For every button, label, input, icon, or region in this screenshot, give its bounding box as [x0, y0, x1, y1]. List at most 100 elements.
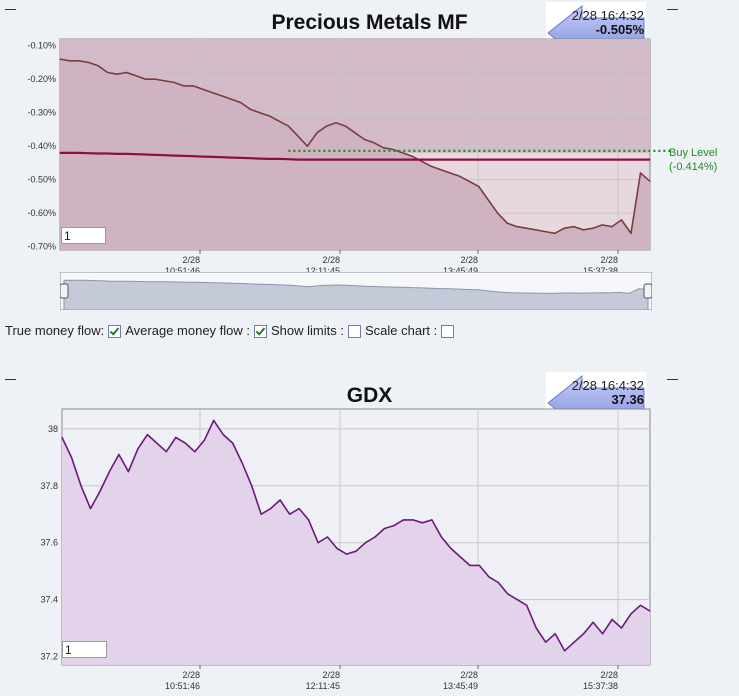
buy-level-value: (-0.414%) [669, 161, 718, 173]
data-point [649, 610, 651, 612]
data-point [203, 439, 205, 441]
data-point [516, 599, 518, 601]
data-point [440, 159, 442, 161]
data-point [440, 169, 442, 171]
data-point [630, 159, 632, 161]
data-point [630, 613, 632, 615]
buy-level-label: Buy Level (-0.414%) [669, 147, 717, 173]
data-point [544, 159, 546, 161]
data-point [639, 604, 642, 606]
data-point [316, 159, 318, 161]
data-point [184, 442, 186, 444]
data-point [649, 180, 651, 182]
data-point [459, 556, 461, 558]
data-point [154, 78, 156, 80]
data-point [116, 73, 118, 75]
y-tick-label: -0.20% [27, 74, 56, 84]
chart1-zoom-input[interactable]: 1 [61, 227, 106, 244]
chart1-title: Precious Metals MF [271, 11, 468, 34]
chart1-callout-time: 2/28 16:4:32 [571, 8, 644, 23]
data-point [620, 159, 623, 161]
data-point [364, 542, 367, 544]
data-point [316, 132, 318, 134]
data-point [345, 553, 348, 555]
data-point [497, 212, 499, 214]
minimize-dash-left-2[interactable] [5, 379, 16, 380]
data-point [620, 219, 623, 221]
x-tick-time: 15:37:38 [583, 681, 618, 691]
data-point [355, 550, 357, 552]
chart2-callout-time: 2/28 16:4:32 [571, 378, 644, 393]
data-point [173, 81, 175, 84]
data-point [116, 153, 118, 155]
y-tick-label: 38 [48, 424, 58, 434]
data-point [468, 180, 470, 182]
chart2-plot[interactable]: 3837.837.637.437.22/2810:51:462/2812:11:… [0, 405, 739, 695]
data-point [68, 152, 71, 154]
data-point [126, 71, 128, 74]
data-point [373, 159, 375, 161]
data-point [478, 564, 480, 566]
data-point [602, 633, 604, 635]
data-point [306, 159, 308, 161]
data-point [554, 232, 556, 234]
x-tick-date: 2/28 [460, 255, 478, 265]
data-point [430, 165, 432, 167]
data-point [99, 490, 101, 493]
data-point [544, 231, 546, 233]
x-tick-date: 2/28 [460, 670, 478, 680]
data-point [87, 152, 90, 154]
data-point [563, 159, 566, 161]
scale-chart-checkbox[interactable] [441, 325, 455, 338]
data-point [535, 627, 537, 629]
data-point [97, 152, 99, 155]
data-point [297, 135, 299, 137]
data-point [230, 157, 232, 159]
true-flow-checkbox[interactable] [108, 325, 122, 338]
minimize-dash-right-2[interactable] [667, 379, 678, 380]
data-point [194, 451, 196, 453]
data-point [563, 227, 566, 229]
data-point [506, 159, 508, 161]
data-point [573, 226, 575, 228]
minimize-dash-right[interactable] [667, 9, 678, 10]
data-point [249, 157, 251, 159]
data-point [78, 60, 80, 62]
data-point [164, 154, 166, 156]
data-point [582, 159, 585, 161]
data-point [525, 227, 527, 229]
data-point [241, 462, 243, 464]
data-point [449, 172, 451, 174]
data-point [251, 485, 253, 487]
range-navigator[interactable] [60, 272, 652, 310]
data-point [487, 199, 489, 201]
data-point [156, 442, 158, 444]
chart1-plot[interactable]: -0.10% -0.20% -0.30% -0.40% -0.50% -0.60% -0.7… [0, 35, 739, 275]
chart2-callout-value: 37.36 [611, 392, 644, 407]
data-point [449, 159, 451, 161]
data-point [260, 513, 262, 515]
show-limits-checkbox[interactable] [347, 325, 361, 338]
chart2-zoom-input[interactable]: 1 [62, 641, 107, 658]
avg-flow-checkbox[interactable] [254, 325, 268, 338]
y-tick-label: -0.10% [27, 41, 56, 51]
data-point [573, 159, 575, 161]
minimize-dash-left[interactable] [5, 9, 16, 10]
data-point [402, 152, 404, 154]
y-tick-label: -0.30% [27, 108, 56, 118]
data-point [230, 98, 232, 100]
data-point [478, 159, 480, 161]
data-point [392, 159, 394, 161]
data-point [382, 159, 385, 161]
data-point [611, 159, 613, 161]
data-point [59, 58, 61, 60]
data-point [87, 61, 90, 63]
data-point [335, 159, 337, 161]
control-label-show-limits: Show limits : [271, 323, 344, 338]
data-point [336, 547, 338, 549]
data-point [354, 159, 356, 161]
x-tick-date: 2/28 [600, 670, 618, 680]
data-point [268, 158, 270, 160]
data-point [70, 456, 73, 458]
data-point [592, 227, 594, 229]
